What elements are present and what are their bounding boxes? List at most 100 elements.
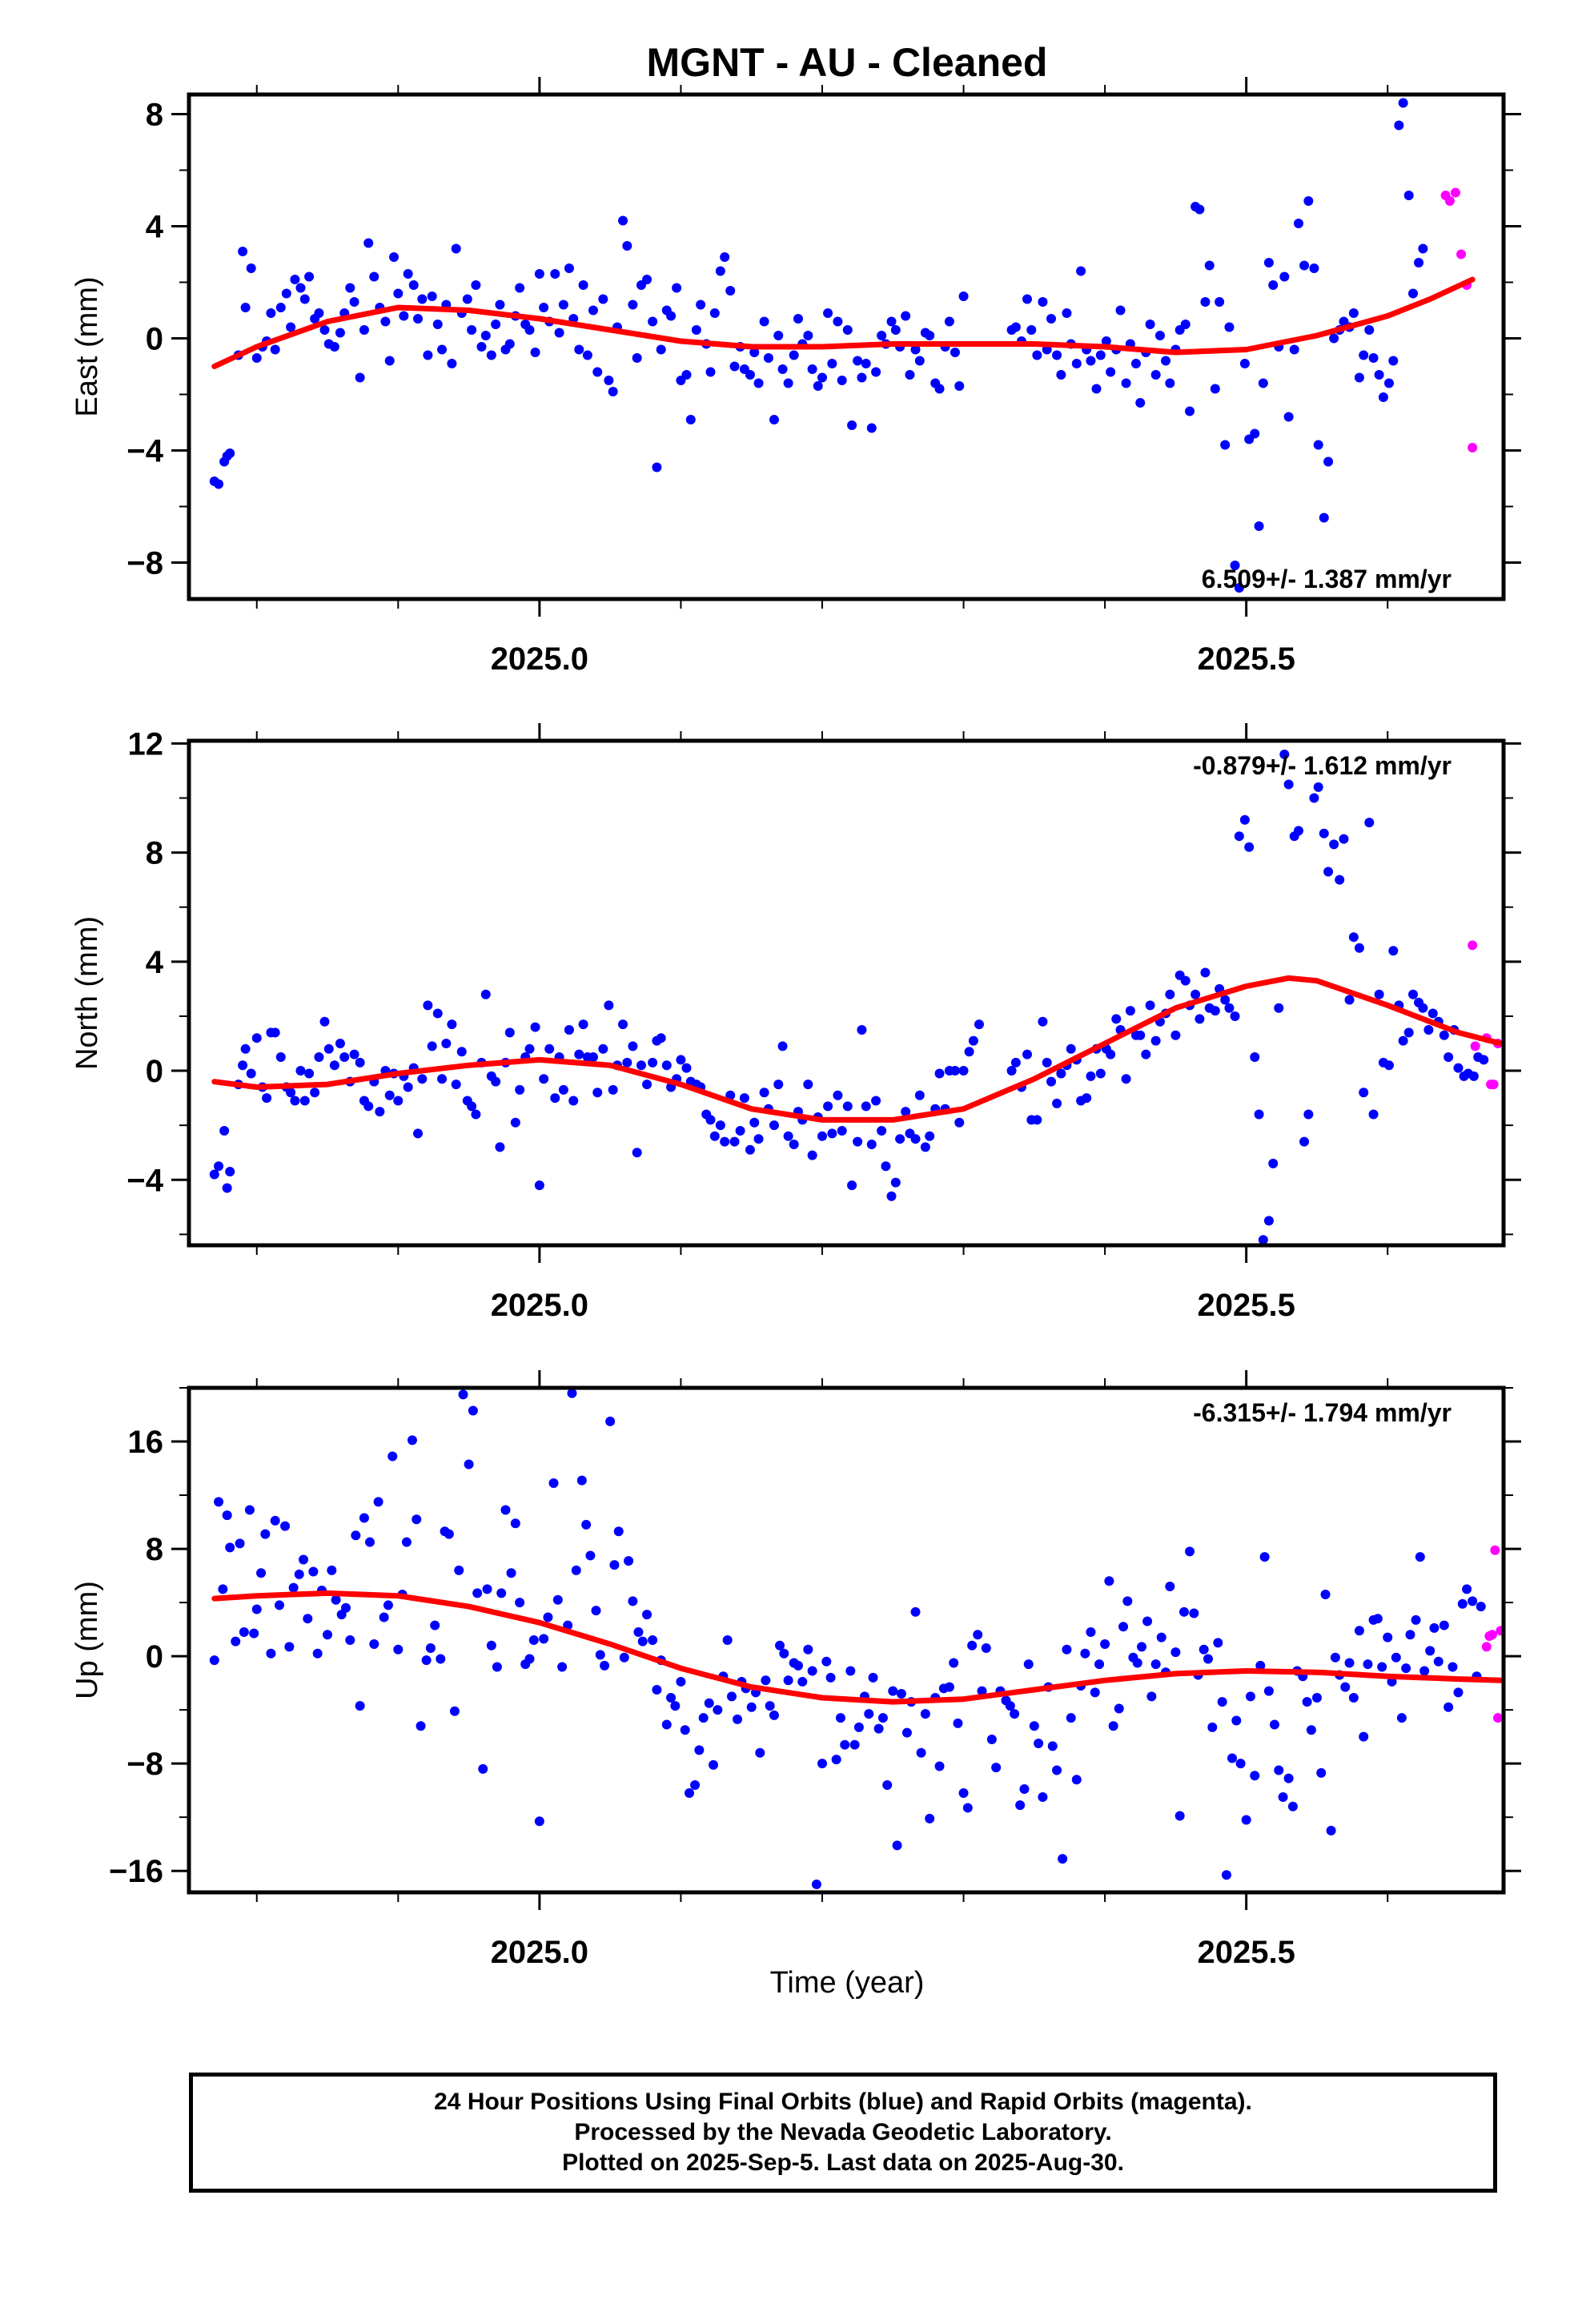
east-final-point bbox=[384, 356, 395, 366]
north-final-point bbox=[618, 1019, 628, 1030]
up-final-point bbox=[840, 1739, 850, 1750]
up-final-point bbox=[1396, 1713, 1407, 1723]
east-final-point bbox=[1215, 297, 1225, 307]
north-final-point bbox=[1042, 1057, 1052, 1068]
up-final-point bbox=[1235, 1759, 1246, 1769]
east-final-point bbox=[240, 303, 251, 312]
north-final-point bbox=[1135, 1030, 1146, 1040]
east-final-point bbox=[1185, 406, 1195, 416]
east-final-point bbox=[803, 331, 813, 340]
east-final-point bbox=[1364, 325, 1375, 335]
north-final-point bbox=[240, 1043, 251, 1054]
east-final-point bbox=[944, 316, 954, 327]
east-final-point bbox=[1254, 521, 1264, 531]
east-final-point bbox=[1283, 412, 1294, 422]
north-final-point bbox=[1403, 1027, 1414, 1038]
up-final-point bbox=[571, 1565, 581, 1575]
east-final-point bbox=[763, 353, 773, 363]
up-final-point bbox=[642, 1610, 652, 1620]
up-final-point bbox=[882, 1779, 893, 1790]
north-final-point bbox=[833, 1090, 843, 1100]
east-final-point bbox=[628, 300, 638, 310]
east-final-point bbox=[1359, 350, 1369, 360]
east-rapid-point bbox=[1468, 443, 1478, 452]
north-final-point bbox=[789, 1140, 799, 1149]
north-final-point bbox=[968, 1035, 978, 1046]
north-final-point bbox=[558, 1084, 568, 1095]
north-final-point bbox=[1348, 932, 1359, 943]
up-x-tick-label: 2025.5 bbox=[1197, 1935, 1295, 1970]
north-final-point bbox=[495, 1142, 505, 1152]
north-final-point bbox=[286, 1088, 296, 1098]
east-final-point bbox=[574, 344, 584, 355]
north-final-point bbox=[847, 1180, 857, 1191]
east-final-point bbox=[681, 370, 692, 380]
up-final-point bbox=[1419, 1666, 1430, 1676]
up-final-point bbox=[713, 1705, 723, 1715]
up-final-point bbox=[648, 1635, 658, 1645]
up-rapid-point bbox=[1492, 1713, 1503, 1723]
up-final-point bbox=[944, 1682, 954, 1692]
east-panel: 2025.0 2025.5 −8 −4 0 4 8 East (mm) 6.509+/- 1.3… bbox=[70, 77, 1521, 677]
north-final-point bbox=[403, 1082, 413, 1092]
up-final-point bbox=[1439, 1620, 1449, 1630]
north-final-point bbox=[471, 1109, 481, 1120]
north-x-tick-label: 2025.5 bbox=[1197, 1288, 1295, 1323]
up-final-point bbox=[1425, 1646, 1435, 1656]
up-final-point bbox=[251, 1604, 262, 1614]
up-final-point bbox=[849, 1739, 860, 1750]
up-final-point bbox=[916, 1747, 926, 1758]
footer-line-3: Plotted on 2025-Sep-5. Last data on 2025… bbox=[562, 2149, 1124, 2176]
up-final-point bbox=[327, 1565, 337, 1575]
up-final-point bbox=[222, 1510, 232, 1521]
up-final-point bbox=[1401, 1663, 1411, 1674]
north-final-point bbox=[1191, 989, 1201, 999]
east-final-point bbox=[495, 300, 505, 310]
up-final-point bbox=[303, 1614, 313, 1624]
up-final-point bbox=[260, 1529, 271, 1539]
north-final-point bbox=[275, 1052, 286, 1063]
north-final-point bbox=[783, 1131, 793, 1141]
up-final-point bbox=[1150, 1659, 1161, 1670]
east-final-point bbox=[1263, 258, 1274, 267]
north-final-point bbox=[1200, 967, 1211, 978]
east-final-point bbox=[417, 294, 428, 304]
north-final-point bbox=[219, 1125, 230, 1136]
north-final-point bbox=[1335, 875, 1345, 885]
north-final-point bbox=[1170, 1030, 1181, 1040]
east-final-point bbox=[471, 280, 481, 290]
east-final-point bbox=[1258, 378, 1268, 388]
north-final-point bbox=[1313, 782, 1323, 792]
east-final-point bbox=[866, 423, 877, 433]
north-final-point bbox=[427, 1041, 437, 1051]
east-final-point bbox=[871, 367, 881, 377]
north-final-point bbox=[759, 1088, 769, 1098]
east-final-point bbox=[1195, 204, 1205, 215]
up-final-point bbox=[436, 1654, 446, 1664]
up-final-point bbox=[1104, 1576, 1114, 1586]
east-final-point bbox=[1309, 263, 1319, 273]
up-final-point bbox=[1405, 1630, 1415, 1640]
up-final-point bbox=[746, 1702, 757, 1712]
up-final-point bbox=[845, 1666, 856, 1676]
east-final-point bbox=[1046, 314, 1057, 324]
east-final-point bbox=[266, 308, 276, 318]
up-final-point bbox=[831, 1755, 841, 1765]
east-final-point bbox=[270, 344, 280, 355]
east-final-point bbox=[1220, 440, 1231, 450]
north-final-point bbox=[1165, 989, 1175, 999]
up-final-point bbox=[1038, 1792, 1048, 1803]
east-final-point bbox=[403, 269, 413, 279]
east-final-point bbox=[1319, 513, 1329, 523]
up-final-point bbox=[225, 1542, 235, 1553]
up-final-point bbox=[1269, 1719, 1279, 1730]
north-final-point bbox=[1125, 1006, 1135, 1016]
up-final-point bbox=[1462, 1584, 1472, 1594]
east-final-point bbox=[389, 252, 400, 262]
up-final-point bbox=[1142, 1616, 1153, 1626]
up-final-point bbox=[444, 1529, 454, 1539]
east-final-point bbox=[753, 378, 764, 388]
east-final-point bbox=[672, 283, 682, 293]
north-final-point bbox=[335, 1039, 345, 1048]
up-final-point bbox=[416, 1721, 426, 1731]
